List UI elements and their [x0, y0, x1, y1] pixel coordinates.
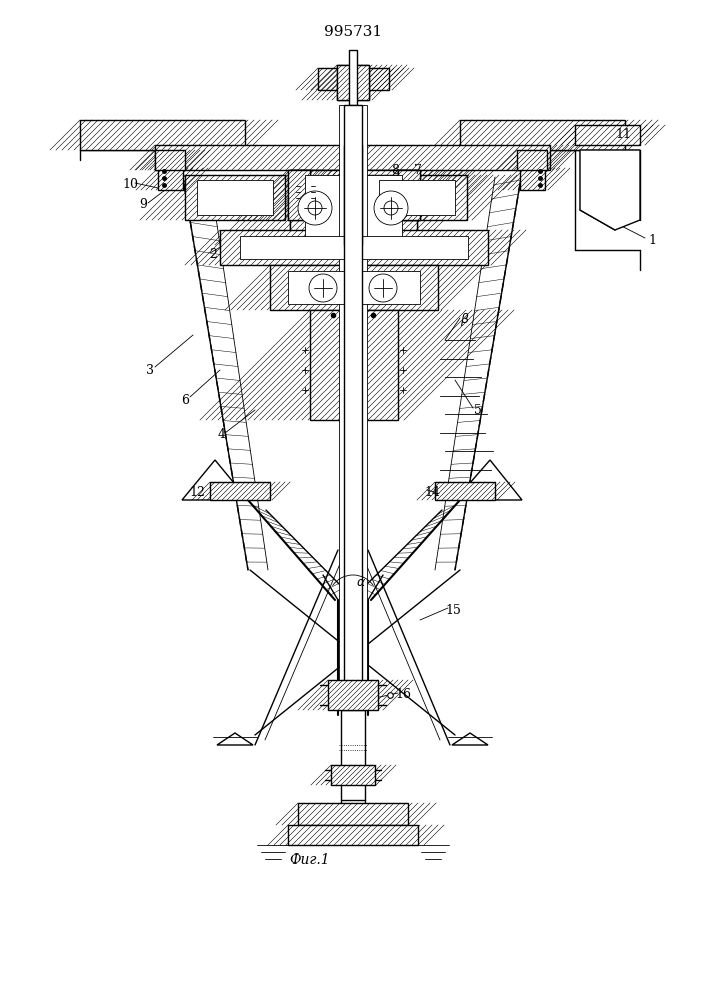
Bar — [288, 271, 420, 304]
Polygon shape — [217, 733, 253, 745]
Bar — [305, 175, 402, 240]
Text: 6: 6 — [181, 393, 189, 406]
Bar — [80, 120, 245, 150]
Bar — [460, 120, 625, 150]
Bar — [310, 310, 398, 420]
Text: 995731: 995731 — [324, 25, 382, 39]
Polygon shape — [182, 460, 248, 500]
Text: 1: 1 — [648, 233, 656, 246]
Bar — [185, 175, 285, 220]
Bar — [288, 825, 418, 845]
Text: 12: 12 — [189, 486, 205, 498]
Text: 15: 15 — [445, 603, 461, 616]
Bar — [337, 65, 369, 100]
Bar — [288, 170, 310, 220]
Text: $\beta$: $\beta$ — [460, 312, 470, 328]
Bar — [517, 150, 547, 170]
Text: 11: 11 — [615, 128, 631, 141]
Text: $\alpha$: $\alpha$ — [356, 576, 366, 588]
Text: 4: 4 — [218, 428, 226, 442]
Bar — [155, 150, 185, 170]
Text: 2: 2 — [209, 248, 217, 261]
Bar — [344, 105, 362, 690]
Bar — [341, 710, 365, 800]
Bar — [240, 236, 468, 259]
Bar — [290, 170, 417, 245]
Bar — [158, 168, 183, 190]
Text: 8: 8 — [391, 163, 399, 176]
Bar — [339, 105, 367, 690]
Bar — [337, 65, 369, 100]
Bar — [359, 68, 389, 90]
Bar — [290, 170, 417, 245]
Text: Фиг.1: Фиг.1 — [290, 853, 330, 867]
Text: 9: 9 — [139, 198, 147, 212]
Circle shape — [308, 201, 322, 215]
Polygon shape — [580, 150, 640, 230]
Bar — [435, 482, 495, 500]
Bar — [331, 765, 375, 785]
Circle shape — [369, 274, 397, 302]
Bar — [270, 265, 438, 310]
Polygon shape — [455, 460, 522, 500]
Text: 7: 7 — [414, 163, 422, 176]
Bar — [367, 175, 467, 220]
Text: 3: 3 — [146, 363, 154, 376]
Circle shape — [309, 274, 337, 302]
Bar — [349, 50, 357, 105]
Bar — [575, 125, 640, 145]
Bar — [220, 230, 488, 265]
Bar — [328, 680, 378, 710]
Text: 16: 16 — [395, 688, 411, 702]
Bar — [398, 170, 420, 220]
Bar — [298, 803, 408, 825]
Bar — [155, 145, 550, 170]
Bar — [398, 170, 420, 220]
Bar — [318, 68, 348, 90]
Text: 14: 14 — [424, 486, 440, 498]
Circle shape — [374, 191, 408, 225]
Bar — [520, 168, 545, 190]
Text: 5: 5 — [474, 403, 482, 416]
Circle shape — [298, 191, 332, 225]
Bar — [344, 145, 362, 245]
Circle shape — [384, 201, 398, 215]
Bar — [197, 180, 273, 215]
Bar — [288, 170, 310, 220]
Text: 10: 10 — [122, 178, 138, 192]
Bar — [379, 180, 455, 215]
Bar — [210, 482, 270, 500]
Polygon shape — [452, 733, 488, 745]
